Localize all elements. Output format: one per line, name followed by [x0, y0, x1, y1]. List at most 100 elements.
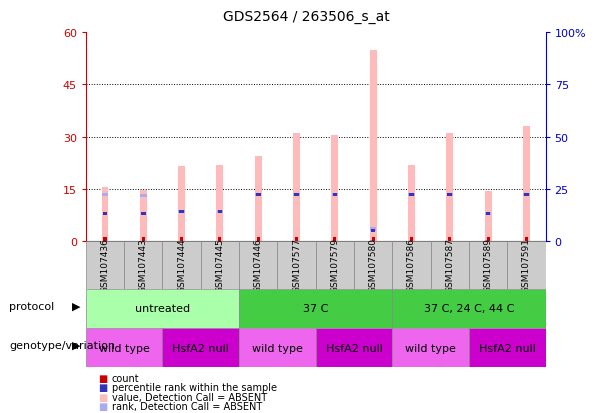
Bar [371, 230, 375, 233]
Bar [239, 289, 392, 328]
Bar [371, 237, 375, 242]
Bar [141, 212, 146, 215]
Text: rank, Detection Call = ABSENT: rank, Detection Call = ABSENT [112, 401, 262, 411]
Bar [316, 328, 392, 368]
Text: wild type: wild type [252, 343, 303, 353]
Text: count: count [112, 373, 139, 383]
Bar [469, 328, 546, 368]
Text: GSM107443: GSM107443 [139, 238, 148, 293]
Bar [370, 228, 376, 231]
Text: GSM107577: GSM107577 [292, 238, 301, 293]
Bar [370, 50, 376, 242]
Bar [217, 211, 223, 214]
Bar [408, 193, 414, 196]
Bar [430, 242, 469, 289]
Text: genotype/variation: genotype/variation [9, 340, 115, 350]
Text: ■: ■ [98, 401, 107, 411]
Bar [408, 165, 415, 242]
Bar [140, 190, 147, 242]
Text: 37 C: 37 C [303, 304, 329, 314]
Bar [104, 237, 107, 242]
Text: GSM107587: GSM107587 [445, 238, 454, 293]
Bar [140, 195, 147, 198]
Text: percentile rank within the sample: percentile rank within the sample [112, 382, 276, 392]
Bar [239, 328, 316, 368]
Bar [162, 242, 201, 289]
Bar [255, 193, 261, 196]
Bar [255, 157, 262, 242]
Bar [524, 193, 530, 196]
Bar [332, 135, 338, 242]
Bar [295, 237, 298, 242]
Bar [332, 193, 338, 196]
Bar [447, 193, 452, 196]
Bar [239, 242, 277, 289]
Text: GSM107436: GSM107436 [101, 238, 110, 293]
Bar [257, 237, 260, 242]
Bar [523, 127, 530, 242]
Bar [180, 211, 184, 214]
Bar [201, 242, 239, 289]
Bar [524, 193, 529, 196]
Text: GDS2564 / 263506_s_at: GDS2564 / 263506_s_at [223, 10, 390, 24]
Text: ■: ■ [98, 382, 107, 392]
Bar [508, 242, 546, 289]
Text: GSM107579: GSM107579 [330, 238, 340, 293]
Text: HsfA2 null: HsfA2 null [479, 343, 536, 353]
Text: GSM107589: GSM107589 [484, 238, 493, 293]
Bar [86, 242, 124, 289]
Text: wild type: wild type [405, 343, 456, 353]
Bar [293, 134, 300, 242]
Bar [294, 193, 300, 196]
Bar [333, 237, 337, 242]
Bar [142, 237, 145, 242]
Text: ■: ■ [98, 373, 107, 383]
Text: ■: ■ [98, 392, 107, 402]
Bar [277, 242, 316, 289]
Text: ▶: ▶ [72, 340, 81, 350]
Bar [180, 237, 183, 242]
Bar [409, 193, 414, 196]
Bar [392, 289, 546, 328]
Text: GSM107591: GSM107591 [522, 238, 531, 293]
Bar [294, 193, 299, 196]
Text: value, Detection Call = ABSENT: value, Detection Call = ABSENT [112, 392, 267, 402]
Bar [316, 242, 354, 289]
Bar [487, 237, 490, 242]
Bar [333, 193, 337, 196]
Bar [86, 328, 162, 368]
Bar [162, 328, 239, 368]
Text: ▶: ▶ [72, 301, 81, 311]
Text: GSM107445: GSM107445 [215, 238, 224, 293]
Bar [446, 134, 453, 242]
Bar [86, 289, 239, 328]
Bar [103, 212, 107, 215]
Bar [216, 165, 223, 242]
Text: HsfA2 null: HsfA2 null [172, 343, 229, 353]
Text: protocol: protocol [9, 301, 55, 311]
Bar [354, 242, 392, 289]
Text: wild type: wild type [99, 343, 150, 353]
Bar [485, 212, 492, 215]
Bar [410, 237, 413, 242]
Bar [102, 188, 109, 242]
Bar [218, 237, 221, 242]
Text: 37 C, 24 C, 44 C: 37 C, 24 C, 44 C [424, 304, 514, 314]
Bar [392, 328, 469, 368]
Bar [525, 237, 528, 242]
Text: GSM107580: GSM107580 [368, 238, 378, 293]
Bar [392, 242, 430, 289]
Bar [178, 211, 185, 214]
Text: GSM107444: GSM107444 [177, 238, 186, 292]
Text: GSM107586: GSM107586 [407, 238, 416, 293]
Bar [178, 167, 185, 242]
Bar [446, 193, 453, 196]
Bar [124, 242, 162, 289]
Bar [102, 193, 109, 196]
Bar [218, 211, 223, 214]
Bar [485, 191, 492, 242]
Text: untreated: untreated [135, 304, 190, 314]
Bar [486, 212, 490, 215]
Bar [469, 242, 508, 289]
Bar [256, 193, 261, 196]
